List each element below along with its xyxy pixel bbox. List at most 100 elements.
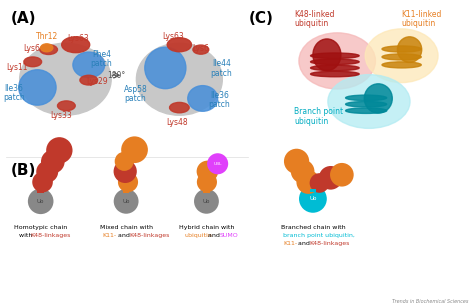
Text: Ile44: Ile44: [212, 59, 231, 68]
Point: [338, 172, 346, 177]
Point: [299, 169, 306, 174]
Text: Branched chain with: Branched chain with: [281, 225, 345, 230]
Text: SUMO: SUMO: [219, 233, 238, 238]
Ellipse shape: [137, 43, 222, 115]
Text: patch: patch: [125, 94, 146, 103]
Text: Lys29: Lys29: [86, 77, 108, 86]
Ellipse shape: [346, 102, 387, 107]
Point: [316, 180, 323, 185]
Text: K48-linkages: K48-linkages: [129, 233, 170, 238]
Point: [120, 159, 128, 164]
Text: patch: patch: [3, 93, 25, 102]
Text: and: and: [116, 233, 132, 238]
Ellipse shape: [80, 75, 98, 85]
Ellipse shape: [73, 52, 105, 78]
Text: Ub: Ub: [309, 197, 317, 201]
Point: [131, 147, 138, 152]
Ellipse shape: [19, 70, 56, 105]
Text: patch: patch: [210, 69, 232, 78]
Point: [203, 180, 211, 184]
Ellipse shape: [397, 37, 422, 63]
Ellipse shape: [19, 43, 111, 115]
Text: Lys33: Lys33: [50, 111, 72, 120]
Point: [55, 148, 63, 153]
Ellipse shape: [346, 108, 387, 113]
Text: Phe4: Phe4: [92, 50, 111, 59]
Text: 180°: 180°: [108, 71, 126, 80]
Ellipse shape: [310, 65, 359, 71]
Text: Hybrid chain with: Hybrid chain with: [179, 225, 234, 230]
Text: K11-: K11-: [103, 233, 117, 238]
FancyBboxPatch shape: [310, 189, 316, 192]
Text: Lys63: Lys63: [162, 32, 184, 41]
Point: [304, 180, 312, 184]
Text: (B): (B): [10, 163, 36, 178]
Ellipse shape: [62, 37, 90, 53]
Point: [124, 180, 132, 184]
Point: [204, 169, 211, 174]
Text: K11-linked: K11-linked: [401, 10, 442, 19]
Ellipse shape: [170, 103, 189, 113]
FancyBboxPatch shape: [123, 189, 129, 193]
Point: [203, 199, 210, 204]
Text: with: with: [19, 233, 34, 238]
Point: [122, 199, 130, 204]
Point: [214, 161, 221, 166]
Ellipse shape: [346, 95, 387, 101]
Text: Lys11: Lys11: [7, 63, 28, 71]
Text: Ile36: Ile36: [5, 84, 24, 93]
Text: Trends in Biochemical Sciences: Trends in Biochemical Sciences: [392, 298, 468, 304]
Text: Ub: Ub: [122, 199, 130, 204]
Point: [327, 175, 335, 180]
Text: Lys48: Lys48: [167, 118, 188, 128]
FancyBboxPatch shape: [203, 189, 210, 193]
Ellipse shape: [382, 62, 421, 68]
Text: Mixed chain with: Mixed chain with: [100, 225, 153, 230]
Text: K11-: K11-: [283, 241, 298, 246]
Text: K48-linkages: K48-linkages: [30, 233, 71, 238]
Text: UBL: UBL: [213, 162, 222, 166]
Text: Ub: Ub: [203, 199, 210, 204]
Ellipse shape: [328, 75, 410, 128]
Text: Lys6: Lys6: [192, 44, 210, 53]
Ellipse shape: [299, 33, 375, 89]
Ellipse shape: [193, 45, 209, 54]
Text: branch point ubiquitin,: branch point ubiquitin,: [283, 233, 356, 238]
Text: patch: patch: [209, 100, 230, 109]
Text: ubiquitin: ubiquitin: [401, 19, 436, 28]
Point: [44, 169, 51, 174]
Ellipse shape: [40, 45, 57, 55]
Text: Lys63: Lys63: [67, 34, 89, 43]
FancyBboxPatch shape: [37, 189, 44, 193]
Text: Branch point: Branch point: [294, 107, 343, 116]
Ellipse shape: [41, 44, 53, 52]
Text: Thr12: Thr12: [36, 32, 58, 41]
Ellipse shape: [167, 38, 191, 52]
Point: [37, 199, 45, 204]
Point: [121, 169, 129, 174]
Ellipse shape: [310, 53, 359, 59]
Ellipse shape: [145, 47, 186, 89]
Text: ubiquitin: ubiquitin: [184, 233, 212, 238]
Text: K48-linked: K48-linked: [294, 10, 335, 19]
Point: [49, 159, 56, 164]
Ellipse shape: [382, 54, 421, 60]
Text: (A): (A): [10, 10, 36, 26]
Text: and: and: [207, 233, 222, 238]
Text: ubiquitin: ubiquitin: [294, 116, 328, 126]
Text: ubiquitin: ubiquitin: [294, 19, 328, 28]
Ellipse shape: [310, 71, 359, 77]
Text: patch: patch: [91, 59, 112, 68]
Text: Lys6: Lys6: [23, 44, 40, 53]
Text: (C): (C): [248, 10, 273, 26]
Ellipse shape: [382, 46, 421, 52]
Text: Asp58: Asp58: [124, 85, 147, 94]
Text: and: and: [296, 241, 312, 246]
Ellipse shape: [310, 59, 359, 65]
Ellipse shape: [24, 57, 42, 67]
Point: [309, 197, 317, 201]
Ellipse shape: [188, 86, 218, 111]
Text: K48-linkages: K48-linkages: [309, 241, 349, 246]
Point: [39, 180, 46, 184]
Text: Ile36: Ile36: [210, 91, 229, 100]
